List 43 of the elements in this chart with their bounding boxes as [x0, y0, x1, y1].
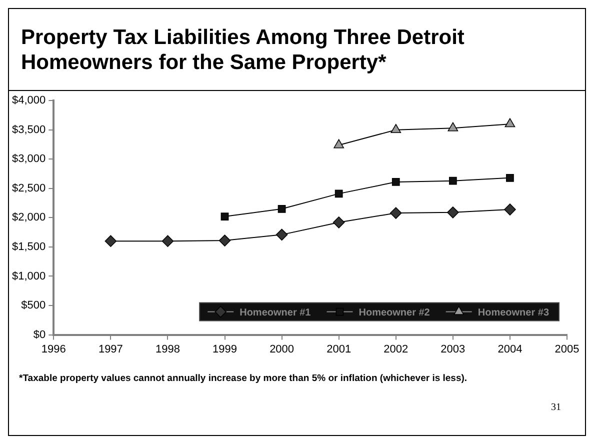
- y-tick-label: $2,500: [12, 182, 46, 194]
- point: [218, 234, 231, 246]
- point: [334, 190, 343, 198]
- x-tick-label: 1997: [98, 343, 123, 356]
- y-tick-label: $4,000: [12, 94, 46, 107]
- point: [220, 212, 229, 220]
- x-tick-label: 2001: [326, 343, 352, 356]
- point: [332, 216, 345, 228]
- y-tick-label: $500: [21, 300, 46, 312]
- point: [506, 174, 514, 182]
- text: 31: [551, 402, 561, 413]
- legend-label: Homeowner #2: [358, 308, 430, 319]
- x-tick-label: 1998: [155, 343, 180, 356]
- point: [276, 228, 288, 241]
- point: [504, 118, 516, 128]
- point: [104, 235, 117, 248]
- legend-label: Homeowner #1: [240, 308, 312, 319]
- point: [448, 122, 458, 132]
- x-tick-label: 2003: [440, 343, 466, 356]
- x-tick-label: 2002: [384, 343, 408, 356]
- y-tick-label: $1,500: [12, 241, 46, 254]
- point: [504, 204, 516, 216]
- y-tick-label: $1,000: [12, 270, 46, 282]
- point: [392, 178, 400, 186]
- legend-label: Homeowner #3: [478, 308, 550, 319]
- text: *Taxable property values cannot annually increase by more than 5% or inflation (whichever is less).: [18, 372, 468, 384]
- y-tick-label: $0: [33, 328, 46, 341]
- x-tick-label: 2000: [270, 343, 294, 356]
- point: [278, 204, 286, 213]
- point: [447, 206, 459, 218]
- point: [390, 124, 402, 134]
- point: [390, 207, 402, 219]
- point: [448, 176, 457, 185]
- x-tick-label: 1996: [41, 343, 66, 356]
- y-tick-label: $3,500: [12, 124, 46, 136]
- x-tick-label: 2005: [554, 343, 580, 356]
- point: [162, 235, 174, 248]
- y-tick-label: $2,000: [12, 212, 46, 224]
- chart-title: Property Tax Liabilities Among Three Detroit Homeowners for the Same Property*: [9, 9, 585, 91]
- point: [334, 139, 344, 148]
- x-tick-label: 1999: [212, 343, 238, 356]
- y-tick-label: $3,000: [12, 153, 46, 166]
- x-tick-label: 2004: [498, 343, 522, 356]
